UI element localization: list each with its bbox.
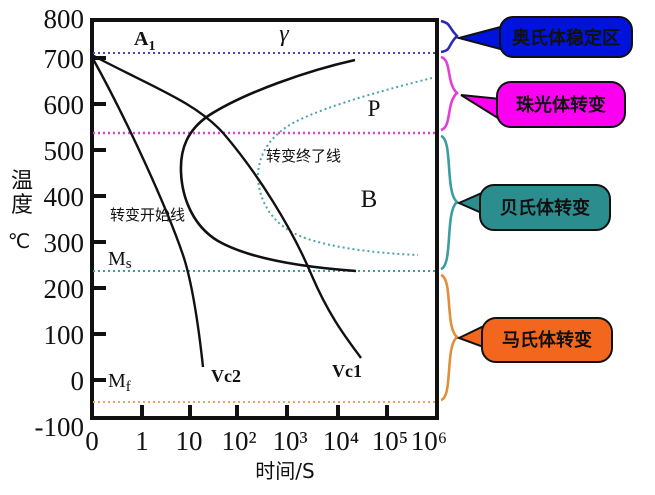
y-axis-title: 温 度 ℃ [8, 169, 33, 253]
bainite-callout-label: 贝氏体转变 [500, 197, 590, 219]
pearlite-zone-brace [440, 55, 459, 132]
y-axis-title-char: ℃ [8, 229, 30, 253]
austenite-callout: 奥氏体稳定区 [455, 16, 633, 58]
plot-box [90, 18, 439, 420]
pearlite-callout-bubble [496, 81, 626, 128]
y-tick-label: 200 [44, 274, 85, 304]
y-tick-label: 600 [44, 90, 85, 120]
pearlite-callout: 珠光体转变 [460, 81, 626, 128]
bainite-callout-bubble [479, 184, 611, 231]
x-tick-label: 10³ [272, 426, 307, 456]
x-tick-label: 10⁶ [411, 426, 447, 456]
y-axis-ticks [94, 56, 106, 382]
transformation-start-curve [179, 58, 357, 273]
vc1-cooling-curve [91, 53, 362, 359]
austenite-callout-bubble [499, 16, 633, 58]
x-axis-labels: 0 1 10 10² 10³ 10⁴ 10⁵ 10⁶ [85, 426, 447, 456]
martensite-callout-label: 马氏体转变 [502, 329, 592, 351]
y-tick-label: 0 [71, 366, 85, 396]
pearlite-region-label: P [368, 96, 381, 121]
martensite-callout: 马氏体转变 [456, 317, 613, 363]
x-tick-label: 10⁵ [372, 426, 408, 456]
end-line-label: 转变终了线 [266, 147, 341, 165]
bainite-zone-brace [440, 134, 460, 271]
x-tick-label: 10⁴ [323, 426, 359, 456]
vc1-label: Vc1 [332, 361, 362, 381]
austenite-callout-tail [455, 24, 505, 52]
bainite-region-label: B [361, 186, 378, 213]
start-line-label: 转变开始线 [110, 206, 185, 224]
x-tick-label: 0 [85, 426, 99, 456]
x-tick-label: 10² [221, 426, 256, 456]
y-tick-label: 400 [44, 182, 85, 212]
a1-label: A1 [134, 28, 155, 54]
y-tick-label: 300 [44, 228, 85, 258]
martensite-zone-brace [440, 273, 460, 402]
vc2-cooling-curve [90, 56, 205, 368]
mf-label: Mf [108, 370, 131, 395]
y-axis-labels: 800 700 600 500 400 300 200 100 0 -100 [35, 4, 85, 442]
pearlite-callout-tail [460, 94, 502, 122]
martensite-callout-bubble [481, 317, 613, 363]
x-axis-title: 时间/S [255, 459, 314, 483]
ms-label: Ms [108, 248, 132, 272]
pearlite-callout-label: 珠光体转变 [516, 94, 606, 116]
y-tick-label: 700 [44, 44, 85, 74]
bainite-callout: 贝氏体转变 [456, 184, 611, 231]
x-tick-label: 10 [176, 426, 203, 456]
y-tick-label: 100 [44, 320, 85, 350]
x-axis-ticks [140, 405, 389, 416]
gamma-region-label: γ [279, 21, 289, 47]
y-tick-label: 800 [44, 4, 85, 34]
vc2-label: Vc2 [211, 366, 241, 386]
austenite-callout-label: 奥氏体稳定区 [512, 27, 620, 49]
austenite-zone-brace [440, 19, 459, 54]
y-tick-label: -100 [35, 412, 85, 442]
y-axis-title-char: 温 [11, 169, 33, 194]
x-tick-label: 1 [135, 426, 149, 456]
transformation-end-curve [256, 77, 433, 256]
y-tick-label: 500 [44, 136, 85, 166]
y-axis-title-char: 度 [11, 193, 33, 218]
